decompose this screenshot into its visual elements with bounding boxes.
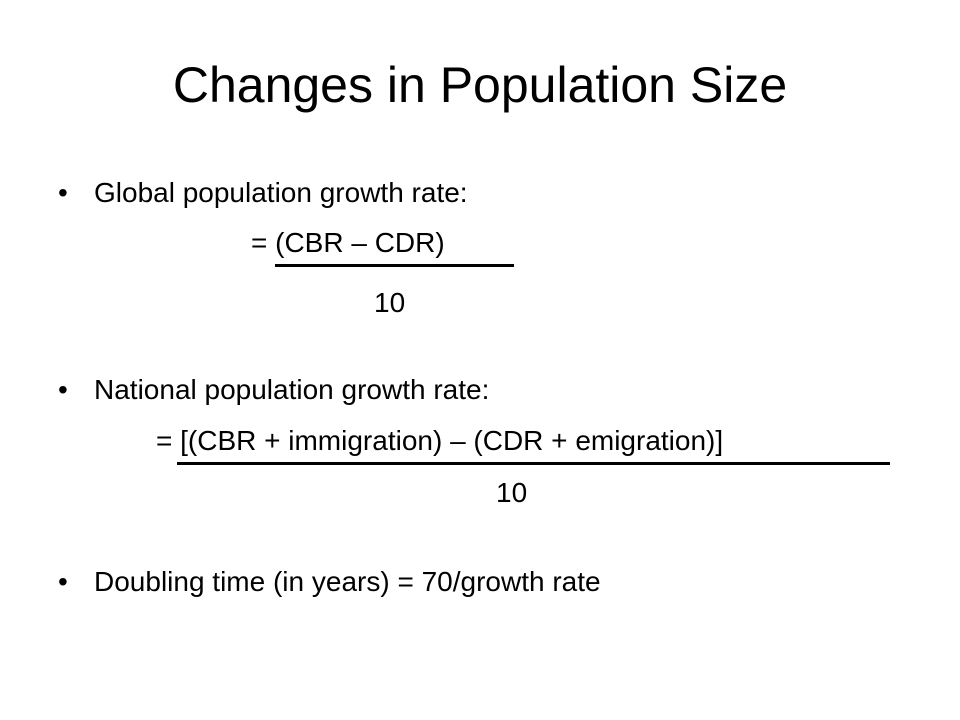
bullet-label: Doubling time (in years) = 70/growth rat… — [94, 566, 601, 597]
global-growth-numerator: = (CBR – CDR) — [251, 227, 445, 258]
global-growth-denominator: 10 — [374, 287, 406, 318]
national-growth-denominator: 10 — [496, 477, 528, 508]
bullet-global-growth: • Global population growth rate: — [58, 176, 468, 210]
bullet-icon: • — [58, 177, 68, 208]
national-growth-numerator: = [(CBR + immigration) – (CDR + emigrati… — [156, 425, 724, 456]
bullet-icon: • — [58, 374, 68, 405]
slide-title: Changes in Population Size — [172, 57, 788, 113]
bullet-doubling-time: • Doubling time (in years) = 70/growth ra… — [58, 565, 601, 599]
national-growth-fraction-bar — [177, 462, 890, 465]
bullet-icon: • — [58, 566, 68, 597]
bullet-national-growth: • National population growth rate: — [58, 373, 489, 407]
global-growth-fraction-bar — [275, 264, 514, 267]
bullet-label: National population growth rate: — [94, 374, 490, 405]
bullet-label: Global population growth rate: — [94, 177, 468, 208]
